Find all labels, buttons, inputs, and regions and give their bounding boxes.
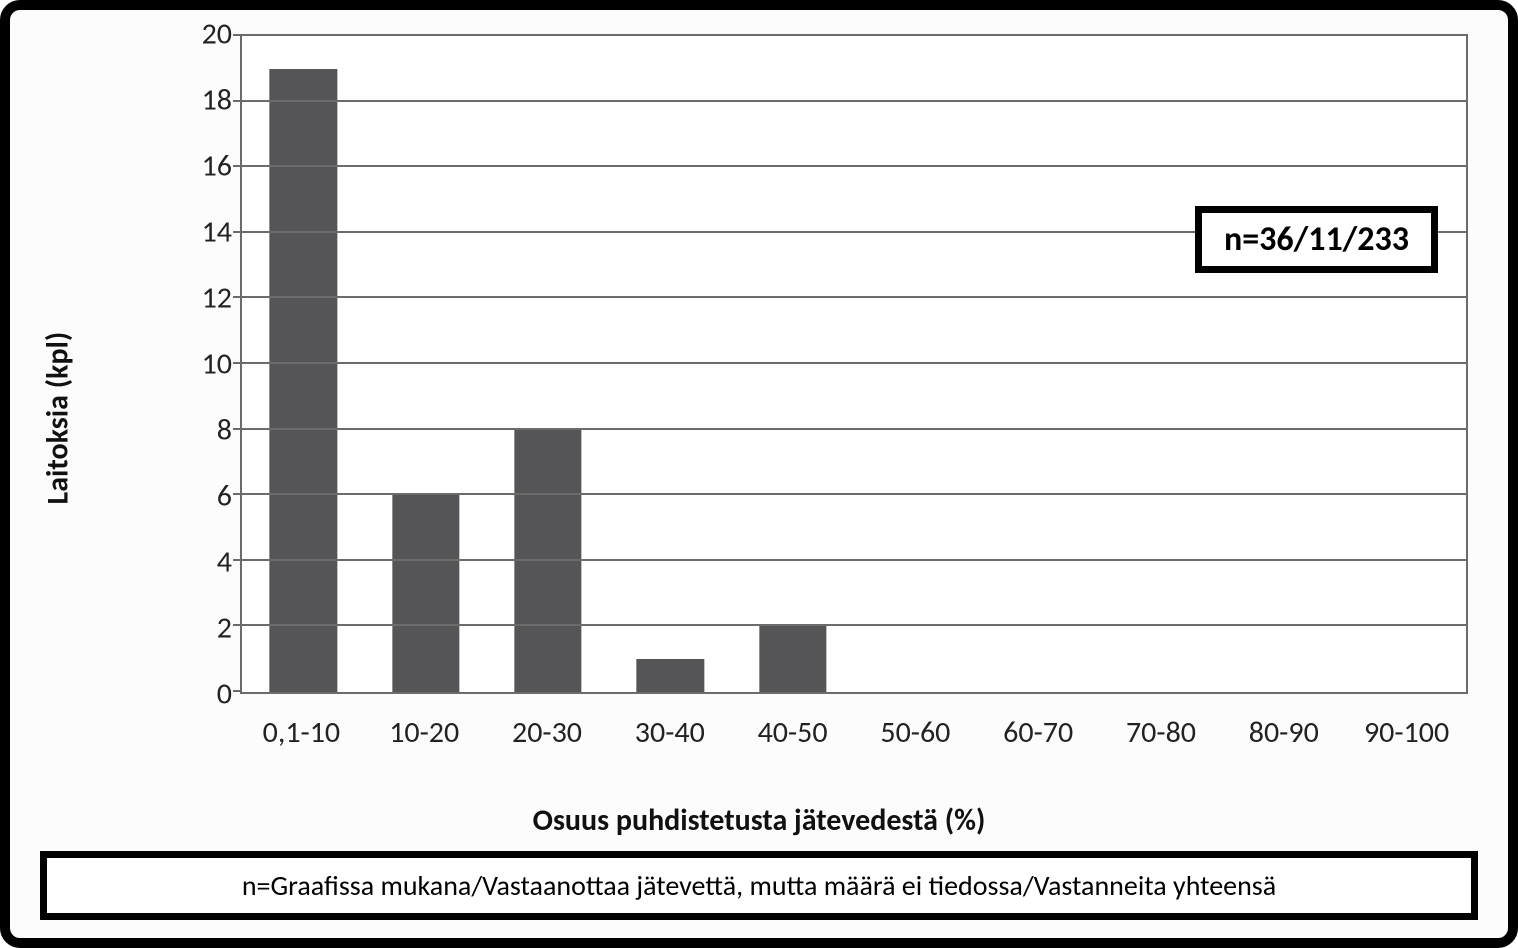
y-tick-label: 2 (172, 610, 232, 647)
y-tick-label: 4 (172, 544, 232, 581)
bar (270, 69, 337, 692)
grid-line (242, 624, 1466, 626)
y-tick-label: 16 (172, 148, 232, 185)
y-tick-mark (233, 362, 242, 364)
chart-zone: Laitoksia (kpl) 02468101214161820 0,1-10… (40, 34, 1478, 854)
grid-line (242, 428, 1466, 430)
y-tick-label: 14 (172, 214, 232, 251)
x-tick-label: 70-80 (1100, 714, 1223, 751)
grid-line (242, 362, 1466, 364)
grid-line (242, 165, 1466, 167)
y-tick-label: 18 (172, 82, 232, 119)
bar-slot (1221, 36, 1343, 692)
legend-box: n=Graafissa mukana/Vastaanottaa jätevett… (40, 851, 1478, 920)
grid-line (242, 559, 1466, 561)
y-tick-label: 8 (172, 412, 232, 449)
y-tick-label: 20 (172, 16, 232, 53)
bar-slot (609, 36, 731, 692)
y-tick-mark (233, 428, 242, 430)
bars-layer (242, 36, 1466, 692)
y-tick-mark (233, 231, 242, 233)
bar-slot (1344, 36, 1466, 692)
bar-slot (732, 36, 854, 692)
x-tick-label: 50-60 (854, 714, 977, 751)
grid-line (242, 296, 1466, 298)
n-annotation-box: n=36/11/233 (1195, 206, 1438, 273)
y-tick-mark (233, 624, 242, 626)
y-tick-label: 12 (172, 280, 232, 317)
plot-area (240, 34, 1468, 694)
bar-slot (242, 36, 364, 692)
plot-outer: 02468101214161820 (170, 34, 1468, 694)
grid-line (242, 493, 1466, 495)
x-tick-label: 10-20 (363, 714, 486, 751)
x-tick-label: 30-40 (608, 714, 731, 751)
x-tick-row: 0,1-1010-2020-3030-4040-5050-6060-7070-8… (240, 714, 1468, 751)
bar-slot (976, 36, 1098, 692)
y-tick-mark (233, 296, 242, 298)
y-tick-mark (233, 100, 242, 102)
bar (392, 495, 459, 692)
bar (759, 626, 826, 692)
bar (637, 659, 704, 692)
x-tick-label: 20-30 (486, 714, 609, 751)
x-tick-label: 60-70 (977, 714, 1100, 751)
x-axis-label: Osuus puhdistetusta jätevedestä (%) (40, 802, 1478, 839)
bar-slot (854, 36, 976, 692)
y-tick-mark (233, 559, 242, 561)
y-tick-label: 10 (172, 346, 232, 383)
y-tick-mark (233, 34, 242, 36)
y-tick-column: 02468101214161820 (170, 34, 240, 694)
y-tick-mark (233, 690, 242, 692)
bar-slot (1099, 36, 1221, 692)
grid-line (242, 100, 1466, 102)
bar-slot (364, 36, 486, 692)
x-tick-label: 80-90 (1222, 714, 1345, 751)
y-tick-mark (233, 493, 242, 495)
x-tick-label: 40-50 (731, 714, 854, 751)
chart-frame: Laitoksia (kpl) 0 2 4 6 8 10 12 14 16 18 20 0,1-10… (0, 0, 1518, 948)
y-tick-label: 0 (172, 676, 232, 713)
x-tick-label: 90-100 (1345, 714, 1468, 751)
x-tick-label: 0,1-10 (240, 714, 363, 751)
y-tick-label: 6 (172, 478, 232, 515)
y-tick-mark (233, 165, 242, 167)
y-axis-label: Laitoksia (kpl) (40, 332, 77, 505)
bar-slot (487, 36, 609, 692)
